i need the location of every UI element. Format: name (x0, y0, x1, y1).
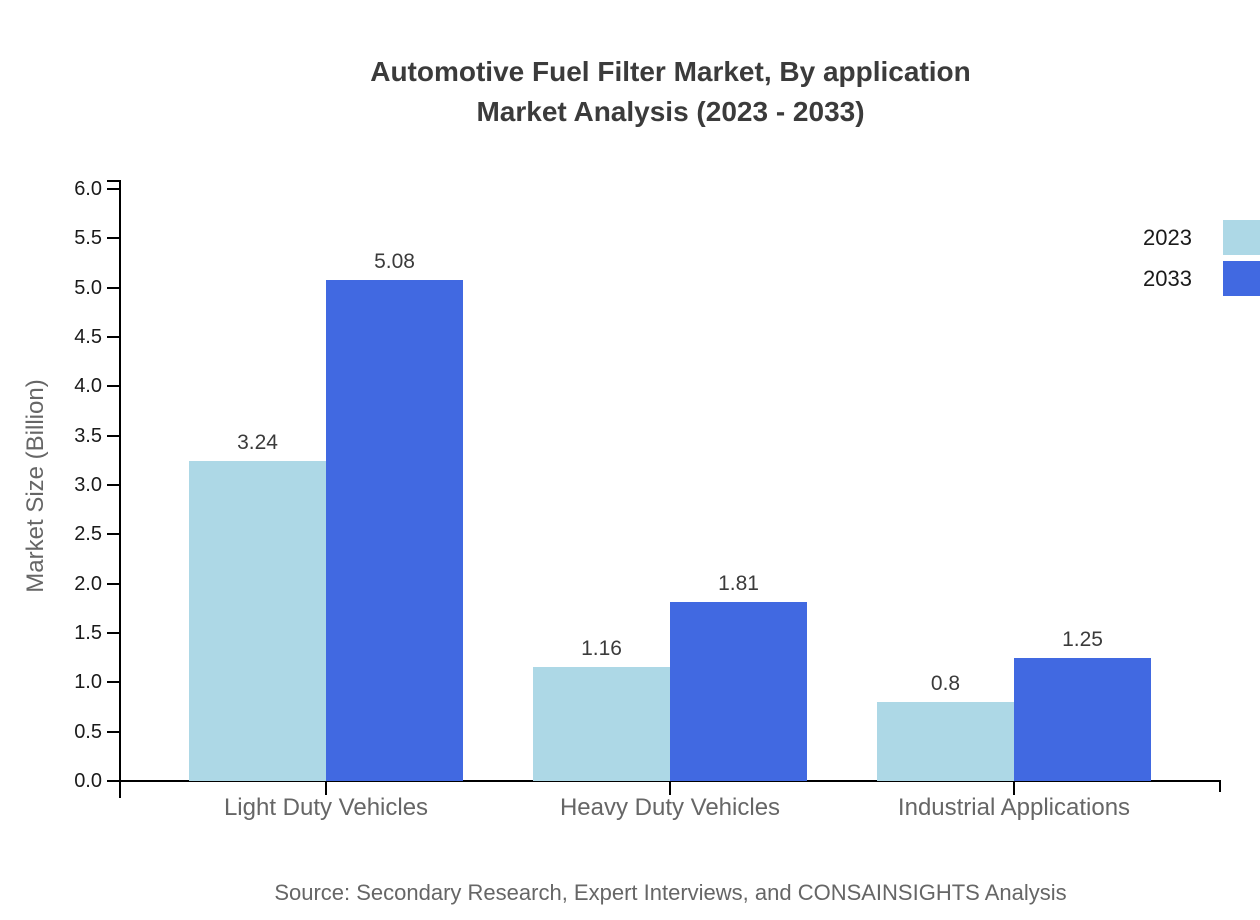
y-axis-tick (107, 286, 120, 289)
y-axis-tick-label: 4.0 (74, 375, 102, 398)
x-axis-tick (1013, 780, 1015, 795)
x-axis-tick (669, 780, 671, 795)
bar-value-label: 3.24 (237, 431, 278, 455)
category-label: Heavy Duty Vehicles (559, 794, 781, 821)
bar-2023 (877, 702, 1014, 781)
chart-title: Automotive Fuel Filter Market, By applic… (120, 52, 1221, 132)
chart-title-line1: Automotive Fuel Filter Market, By applic… (370, 56, 971, 87)
y-axis-spine (119, 180, 121, 798)
y-axis-tick (107, 434, 120, 437)
y-axis-tick (107, 632, 120, 634)
y-axis-tick (107, 484, 120, 486)
bar-2023 (189, 461, 326, 781)
y-axis-tick-label: 5.5 (74, 227, 102, 250)
y-axis-tick-label: 1.5 (74, 622, 102, 644)
bar-value-label: 1.16 (581, 636, 622, 660)
bar-value-label: 1.81 (718, 572, 759, 596)
legend-item-2033: 2033 (1000, 261, 1260, 296)
y-axis-tick-label: 3.0 (74, 474, 102, 496)
y-axis-tick (107, 780, 120, 782)
y-axis-tick-label: 3.5 (74, 424, 102, 447)
y-axis-tick-label: 5.0 (74, 276, 102, 299)
bar-2023 (533, 666, 670, 781)
source-text: Source: Secondary Research, Expert Inter… (274, 880, 1067, 905)
y-axis-tick (107, 188, 120, 190)
legend-swatch-2023 (1223, 220, 1260, 255)
y-axis-tick (107, 237, 120, 240)
y-axis-tick (107, 533, 120, 536)
chart-title-line2: Market Analysis (2023 - 2033) (476, 96, 865, 127)
category-label: Industrial Applications (897, 794, 1131, 821)
bar-value-label: 0.8 (930, 672, 961, 696)
category-label: Light Duty Vehicles (223, 794, 429, 821)
bar-2033 (326, 279, 463, 781)
y-axis-tick (107, 336, 120, 338)
bar-2033 (1014, 657, 1151, 781)
legend-label-2033: 2033 (1143, 265, 1192, 291)
x-axis-tick (325, 780, 327, 795)
y-axis-tick (107, 730, 120, 733)
bar-2033 (670, 602, 807, 781)
x-axis-spine (107, 780, 1221, 782)
y-axis-top-cap (107, 180, 120, 182)
y-axis-tick-label: 6.0 (74, 178, 102, 200)
legend-label-2023: 2023 (1143, 224, 1192, 250)
legend-item-2023: 2023 (1000, 220, 1260, 255)
y-axis-tick (107, 681, 120, 684)
x-axis-right-cap (1219, 780, 1221, 792)
bar-value-label: 1.25 (1062, 627, 1103, 651)
y-axis-tick (107, 582, 120, 585)
y-axis-tick-label: 2.0 (74, 572, 102, 595)
y-axis-tick-label: 1.0 (74, 671, 102, 694)
y-axis-tick (107, 385, 120, 388)
bar-value-label: 5.08 (374, 249, 415, 273)
y-axis-tick-label: 0.5 (74, 720, 102, 743)
y-axis-tick-label: 4.5 (74, 326, 102, 348)
legend-swatch-2033 (1223, 261, 1260, 296)
y-axis-tick-label: 0.0 (74, 770, 102, 792)
y-axis-tick-label: 2.5 (74, 523, 102, 546)
